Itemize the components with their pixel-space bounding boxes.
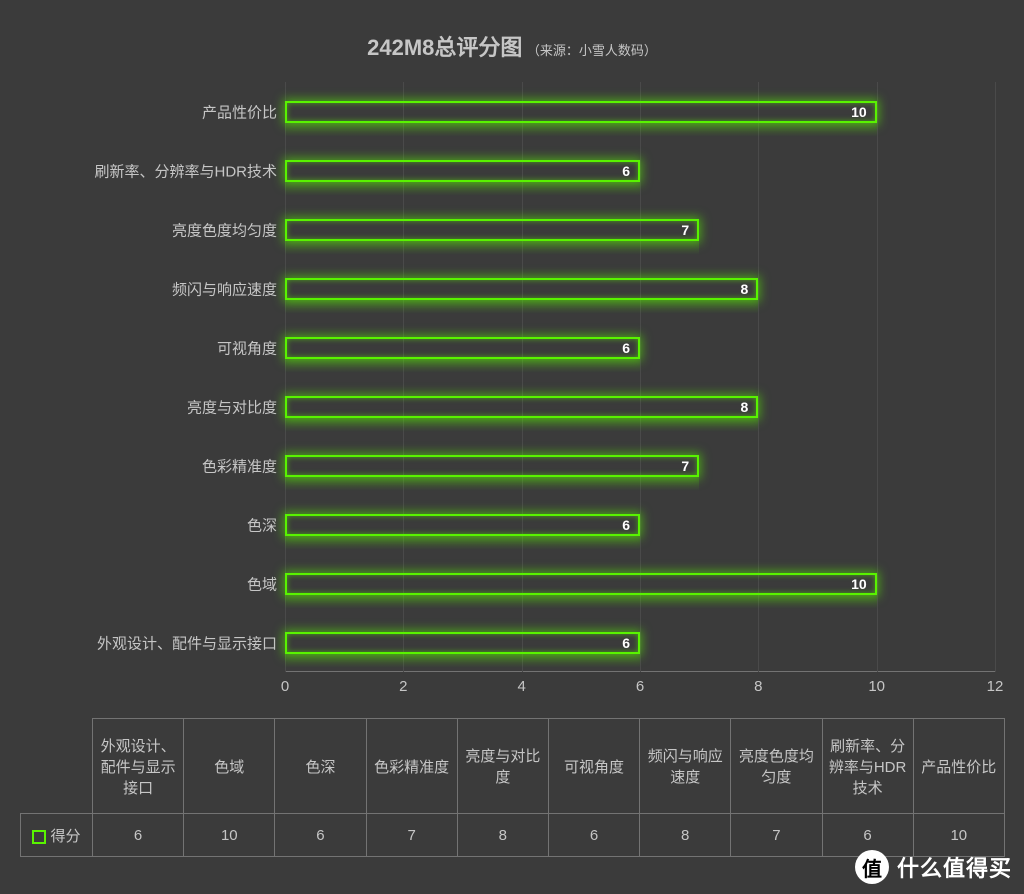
- y-label: 刷新率、分辨率与HDR技术: [95, 160, 286, 181]
- table-value-cell: 6: [93, 814, 184, 857]
- table-header-cell: 亮度色度均匀度: [731, 719, 822, 814]
- table-header-cell: 外观设计、配件与显示接口: [93, 719, 184, 814]
- y-label: 亮度与对比度: [187, 396, 285, 417]
- x-tick: 4: [517, 672, 525, 695]
- table-value-cell: 7: [731, 814, 822, 857]
- table-value-cell: 8: [457, 814, 548, 857]
- x-tick: 0: [281, 672, 289, 695]
- bar: [285, 337, 640, 359]
- watermark-text: 什么值得买: [897, 851, 1012, 883]
- watermark: 值 什么值得买: [855, 850, 1012, 884]
- bar-value: 6: [622, 340, 630, 356]
- y-label: 色彩精准度: [202, 455, 285, 476]
- y-label: 亮度色度均匀度: [172, 219, 285, 240]
- table-header-cell: 色域: [184, 719, 275, 814]
- title-sub: （来源：小雪人数码）: [527, 43, 657, 58]
- table-header-cell: 亮度与对比度: [457, 719, 548, 814]
- table-header-cell: 色深: [275, 719, 366, 814]
- bar: [285, 573, 877, 595]
- bar: [285, 396, 758, 418]
- x-tick: 6: [636, 672, 644, 695]
- bar-value: 8: [741, 281, 749, 297]
- y-label: 可视角度: [217, 337, 285, 358]
- table-value-cell: 6: [548, 814, 639, 857]
- bar-value: 10: [851, 104, 867, 120]
- y-label: 色域: [247, 573, 285, 594]
- bar-value: 7: [681, 458, 689, 474]
- table-value-cell: 6: [275, 814, 366, 857]
- watermark-icon: 值: [855, 850, 889, 884]
- table-header-cell: 刷新率、分辨率与HDR技术: [822, 719, 913, 814]
- y-label: 产品性价比: [202, 101, 285, 122]
- legend-swatch-icon: [32, 830, 46, 844]
- bar-chart: 024681012产品性价比10刷新率、分辨率与HDR技术6亮度色度均匀度7频闪…: [285, 82, 995, 672]
- legend-cell: 得分: [21, 814, 93, 857]
- x-tick: 10: [868, 672, 885, 695]
- bar-value: 7: [681, 222, 689, 238]
- y-label: 外观设计、配件与显示接口: [97, 632, 285, 653]
- bar: [285, 278, 758, 300]
- chart-title: 242M8总评分图 （来源：小雪人数码）: [0, 30, 1024, 62]
- bar-value: 6: [622, 517, 630, 533]
- bar: [285, 219, 699, 241]
- y-label: 色深: [247, 514, 285, 535]
- y-label: 频闪与响应速度: [172, 278, 285, 299]
- x-tick: 12: [987, 672, 1004, 695]
- title-main: 242M8总评分图: [367, 35, 522, 60]
- bar: [285, 632, 640, 654]
- table-header-cell: 色彩精准度: [366, 719, 457, 814]
- x-tick: 2: [399, 672, 407, 695]
- score-table: 外观设计、配件与显示接口色域色深色彩精准度亮度与对比度可视角度频闪与响应速度亮度…: [20, 718, 1004, 857]
- table-header-cell: 可视角度: [548, 719, 639, 814]
- table-value-cell: 7: [366, 814, 457, 857]
- bar-value: 10: [851, 576, 867, 592]
- bar: [285, 160, 640, 182]
- table-value-cell: 10: [184, 814, 275, 857]
- bar-value: 8: [741, 399, 749, 415]
- bar: [285, 455, 699, 477]
- bar-value: 6: [622, 163, 630, 179]
- x-tick: 8: [754, 672, 762, 695]
- table-header-cell: 频闪与响应速度: [640, 719, 731, 814]
- legend-label: 得分: [50, 828, 80, 845]
- bar-value: 6: [622, 635, 630, 651]
- bar: [285, 514, 640, 536]
- bar: [285, 101, 877, 123]
- table-header-cell: 产品性价比: [913, 719, 1004, 814]
- table-value-cell: 8: [640, 814, 731, 857]
